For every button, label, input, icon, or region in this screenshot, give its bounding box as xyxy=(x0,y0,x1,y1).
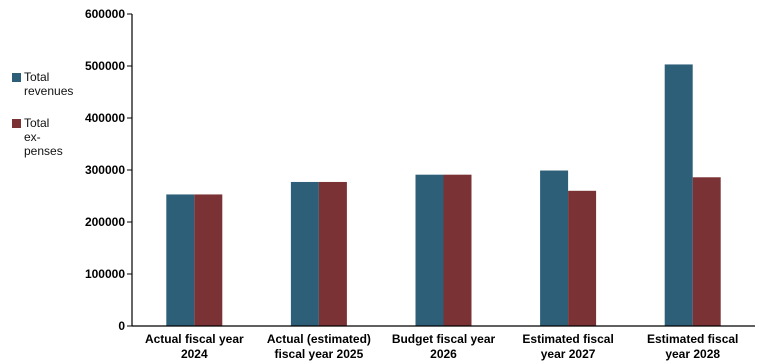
y-tick-label: 0 xyxy=(118,319,125,333)
bar-total-expenses xyxy=(194,194,223,326)
bar-total-expenses xyxy=(692,177,721,326)
x-tick-label: Estimated fiscal year 2028 xyxy=(647,332,738,361)
bar-total-revenues xyxy=(166,194,195,326)
bars xyxy=(166,64,721,326)
y-tick-label: 300000 xyxy=(85,163,125,177)
y-tick-label: 200000 xyxy=(85,215,125,229)
y-axis-ticks: 0 100000 200000 300000 400000 500000 600000 xyxy=(85,7,132,333)
bar-total-revenues xyxy=(290,181,319,326)
x-tick-label: Budget fiscal year 2026 xyxy=(392,332,496,361)
legend-label-revenues: Total revenues xyxy=(24,70,74,98)
x-tick-label: Actual fiscal year 2024 xyxy=(145,332,244,361)
y-tick-label: 100000 xyxy=(85,267,125,281)
legend-item-total-expenses: Total ex- penses xyxy=(8,116,88,158)
legend-label-expenses: Total ex- penses xyxy=(24,116,63,158)
x-axis-ticks: Actual fiscal year 2024 Actual (estimated)… xyxy=(145,332,738,361)
legend-item-total-revenues: Total revenues xyxy=(8,70,88,98)
x-tick-label: Actual (estimated) fiscal year 2025 xyxy=(267,332,371,361)
y-tick-label: 500000 xyxy=(85,59,125,73)
legend: Total revenues Total ex- penses xyxy=(8,70,88,176)
bar-total-expenses xyxy=(443,174,472,326)
legend-swatch-revenues xyxy=(12,73,21,82)
y-tick-label: 400000 xyxy=(85,111,125,125)
bar-total-expenses xyxy=(568,190,597,326)
bar-total-revenues xyxy=(664,64,693,326)
x-tick-label: Estimated fiscal year 2027 xyxy=(522,332,613,361)
bar-total-revenues xyxy=(540,170,569,326)
bar-total-expenses xyxy=(318,181,347,326)
legend-swatch-expenses xyxy=(12,119,21,128)
y-tick-label: 600000 xyxy=(85,7,125,21)
bar-total-revenues xyxy=(415,174,444,326)
